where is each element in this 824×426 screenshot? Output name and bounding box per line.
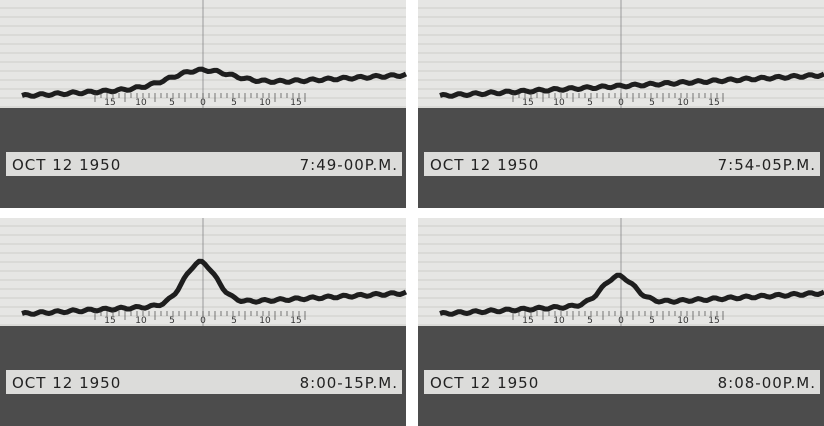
scale-label: 15 — [290, 98, 301, 108]
trace — [439, 272, 824, 317]
date-label: OCT 12 1950 — [430, 374, 539, 392]
scale-label: 15 — [290, 316, 301, 326]
scale-label: 10 — [259, 316, 271, 326]
date-label: OCT 12 1950 — [430, 156, 539, 174]
scale-label: 10 — [135, 98, 147, 108]
date-label: OCT 12 1950 — [12, 374, 121, 392]
scale-label: 5 — [169, 98, 175, 108]
scale-label: 15 — [522, 316, 533, 326]
scale-label: 10 — [259, 98, 271, 108]
trace — [439, 71, 824, 99]
scale-label: 5 — [587, 316, 593, 326]
panel: 15 10 5 0 5 10 15 OCT 12 1950 7:49-00P.M. — [0, 0, 408, 208]
label-strip — [6, 152, 402, 176]
scale-label: 15 — [104, 316, 115, 326]
scale-label: 5 — [649, 98, 655, 108]
time-label: 8:00-15P.M. — [300, 374, 398, 392]
trace — [21, 258, 408, 317]
scale-label: 10 — [553, 98, 565, 108]
label-strip — [6, 370, 402, 394]
scale-label: 10 — [553, 316, 565, 326]
time-label: 8:08-00P.M. — [718, 374, 816, 392]
scale-label: 5 — [231, 316, 237, 326]
scale-label: 10 — [677, 316, 689, 326]
scale-label: 5 — [587, 98, 593, 108]
time-label: 7:54-05P.M. — [718, 156, 816, 174]
scale-label: 0 — [200, 316, 206, 326]
label-strip — [424, 370, 820, 394]
date-label: OCT 12 1950 — [12, 156, 121, 174]
scale-label: 10 — [135, 316, 147, 326]
scale-label: 15 — [522, 98, 533, 108]
scale-label: 0 — [200, 98, 206, 108]
scale-label: 15 — [104, 98, 115, 108]
scale-label: 5 — [231, 98, 237, 108]
scale-label: 0 — [618, 98, 624, 108]
scale-label: 0 — [618, 316, 624, 326]
scale-label: 5 — [649, 316, 655, 326]
trace — [21, 66, 408, 99]
scale-label: 5 — [169, 316, 175, 326]
label-strip — [424, 152, 820, 176]
scale-label: 10 — [677, 98, 689, 108]
panel: 15 10 5 0 5 10 15 OCT 12 1950 8:00-15P.M. — [0, 218, 408, 426]
scale-label: 15 — [708, 316, 719, 326]
panel: 15 10 5 0 5 10 15 OCT 12 1950 8:08-00P.M. — [418, 218, 824, 426]
panel: 15 10 5 0 5 10 15 OCT 12 1950 7:54-05P.M. — [418, 0, 824, 208]
time-label: 7:49-00P.M. — [300, 156, 398, 174]
scale-label: 15 — [708, 98, 719, 108]
